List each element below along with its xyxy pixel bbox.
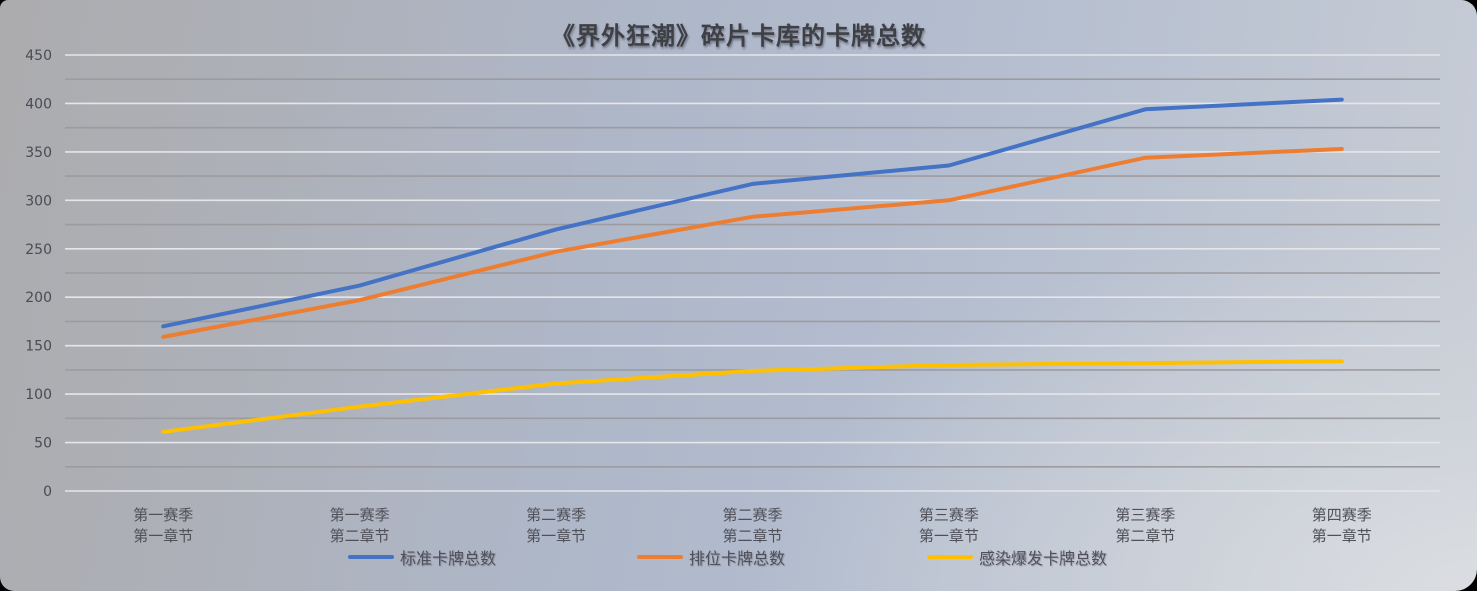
- x-tick-label: 第三赛季: [919, 506, 979, 524]
- y-tick-label: 300: [25, 193, 52, 209]
- legend-item-ranked[interactable]: 排位卡牌总数: [637, 546, 785, 568]
- x-tick-label: 第三赛季: [1115, 506, 1175, 524]
- legend-label: 排位卡牌总数: [689, 549, 786, 568]
- minor-gridlines: [65, 78, 1440, 468]
- major-gridlines: [65, 54, 1440, 492]
- x-tick-label: 第二章节: [330, 527, 390, 545]
- y-tick-label: 450: [25, 48, 52, 64]
- x-tick-label: 第一章节: [919, 527, 979, 545]
- chart-title: 《界外狂潮》碎片卡库的卡牌总数: [551, 21, 926, 50]
- x-tick-label: 第一赛季: [330, 506, 390, 524]
- series-line-0[interactable]: [161, 97, 1344, 329]
- x-tick-label: 第一章节: [1312, 527, 1372, 545]
- series-line-1[interactable]: [161, 147, 1344, 339]
- y-tick-label: 50: [34, 436, 52, 452]
- series-line-2[interactable]: [161, 359, 1344, 434]
- legend-swatch-yellow: [927, 555, 973, 559]
- x-tick-label: 第一章节: [133, 527, 193, 545]
- y-tick-label: 0: [43, 484, 52, 500]
- legend-item-outbreak[interactable]: 感染爆发卡牌总数: [927, 546, 1107, 568]
- y-axis-labels: 0 50 100 150 200 250 300 350 400 450: [25, 48, 52, 500]
- y-tick-label: 250: [25, 242, 52, 258]
- y-tick-label: 150: [25, 339, 52, 355]
- x-tick-label: 第二章节: [722, 527, 782, 545]
- legend-swatch-orange: [637, 555, 683, 559]
- data-series: [161, 97, 1344, 434]
- y-tick-label: 200: [25, 290, 52, 306]
- x-tick-label: 第二章节: [1115, 527, 1175, 545]
- y-tick-label: 350: [25, 145, 52, 161]
- y-tick-label: 100: [25, 387, 52, 403]
- legend-label: 标准卡牌总数: [400, 549, 497, 568]
- x-tick-label: 第一赛季: [133, 506, 193, 524]
- legend-label: 感染爆发卡牌总数: [979, 549, 1108, 568]
- chart-legend: 标准卡牌总数 排位卡牌总数 感染爆发卡牌总数: [0, 546, 1477, 568]
- legend-swatch-blue: [348, 555, 394, 559]
- x-tick-label: 第四赛季: [1312, 506, 1372, 524]
- y-tick-label: 400: [25, 96, 52, 112]
- legend-item-standard[interactable]: 标准卡牌总数: [348, 546, 496, 568]
- x-tick-label: 第一章节: [526, 527, 586, 545]
- x-tick-label: 第二赛季: [722, 506, 782, 524]
- x-tick-label: 第二赛季: [526, 506, 586, 524]
